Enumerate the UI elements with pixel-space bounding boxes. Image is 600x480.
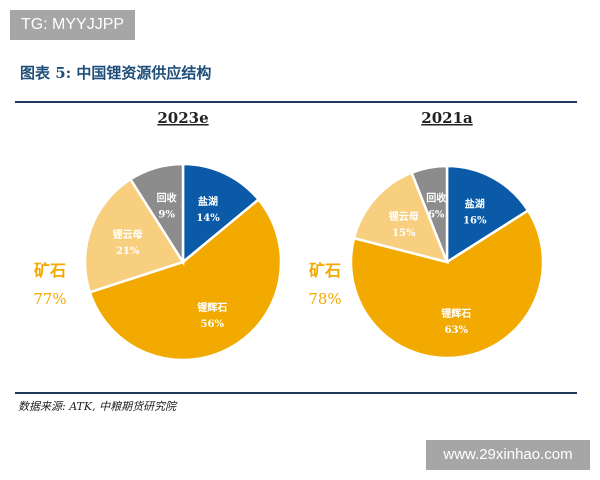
annotation-label: 矿石 xyxy=(34,261,66,280)
pie-slice xyxy=(88,197,283,362)
slice-label: 盐湖 xyxy=(198,195,218,208)
slice-value-label: 16% xyxy=(463,216,487,227)
top-rule xyxy=(15,101,577,103)
slice-value-label: 14% xyxy=(196,213,220,224)
bottom-rule xyxy=(15,392,577,394)
slice-value-label: 6% xyxy=(428,209,445,220)
source-note: 数据来源: ATK, 中粮期货研究院 xyxy=(18,400,177,413)
annotation-value: 78% xyxy=(308,290,341,308)
slice-value-label: 21% xyxy=(116,246,140,257)
pie-slice xyxy=(83,177,185,294)
pie-slice xyxy=(410,164,449,263)
slice-label: 锂云母 xyxy=(113,228,143,241)
pie-title: 2021a xyxy=(421,109,473,127)
figure-title: 图表 5: 中国锂资源供应结构 xyxy=(20,64,212,82)
annotation-value: 77% xyxy=(33,290,66,308)
pie-slice xyxy=(349,208,545,360)
pie-slice xyxy=(128,162,185,267)
slice-value-label: 63% xyxy=(445,325,469,336)
pie-slice xyxy=(445,164,530,265)
watermark-top: TG: MYYJJPP xyxy=(10,10,135,40)
annotation-label: 矿石 xyxy=(309,261,341,280)
slice-label: 锂云母 xyxy=(389,210,419,223)
slice-label: 盐湖 xyxy=(465,198,485,211)
slice-label: 锂辉石 xyxy=(197,301,227,314)
slice-label: 回收 xyxy=(157,192,177,205)
slice-label: 回收 xyxy=(426,191,446,204)
slice-value-label: 9% xyxy=(158,210,175,221)
slice-label: 锂辉石 xyxy=(441,307,471,320)
pie-slice xyxy=(352,171,450,264)
watermark-bottom: www.29xinhao.com xyxy=(426,440,590,470)
slice-value-label: 56% xyxy=(201,319,225,330)
slice-value-label: 15% xyxy=(392,228,416,239)
pie-slice xyxy=(181,162,261,265)
pie-title: 2023e xyxy=(157,109,208,127)
